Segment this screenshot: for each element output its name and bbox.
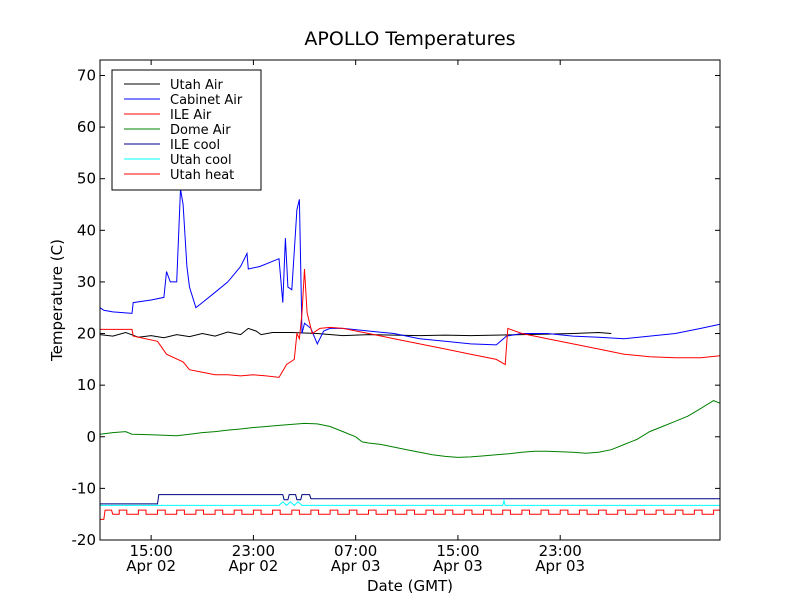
legend-label-dome-air: Dome Air: [170, 123, 231, 138]
series-line-utah-cool: [100, 498, 720, 507]
y-tick-label: 60: [77, 118, 96, 136]
series-line-ile-air: [100, 268, 721, 378]
x-tick-date-label: Apr 03: [433, 557, 483, 575]
x-tick-time-label: 15:00: [130, 542, 173, 560]
legend-box: [111, 69, 262, 191]
x-tick-date-label: Apr 02: [228, 557, 278, 575]
legend-label-utah-heat: Utah heat: [170, 168, 234, 183]
x-tick-time-label: 23:00: [232, 542, 275, 560]
y-tick-label: -10: [72, 479, 97, 497]
plot-frame: [99, 59, 721, 541]
x-tick-date-label: Apr 02: [126, 557, 176, 575]
x-tick-time-label: 07:00: [334, 542, 377, 560]
y-tick-label: 0: [86, 428, 96, 446]
x-tick-time-label: 23:00: [539, 542, 582, 560]
series-layer: [99, 188, 721, 520]
series-line-cabinet-air: [99, 188, 721, 346]
y-tick-label: 70: [77, 66, 96, 84]
legend-label-ile-cool: ILE cool: [170, 138, 220, 153]
legend-label-ile-air: ILE Air: [170, 108, 212, 123]
y-tick-label: 50: [77, 170, 96, 188]
legend-label-utah-air: Utah Air: [170, 78, 223, 93]
legend-label-utah-cool: Utah cool: [170, 153, 232, 168]
y-tick-label: 40: [77, 221, 96, 239]
x-axis-title: Date (GMT): [367, 577, 453, 595]
y-tick-label: 30: [77, 273, 96, 291]
x-tick-time-label: 15:00: [436, 542, 479, 560]
legend-label-cabinet-air: Cabinet Air: [170, 93, 243, 108]
chart-title: APOLLO Temperatures: [304, 28, 515, 50]
series-line-utah-heat: [100, 509, 721, 520]
series-line-dome-air: [99, 400, 721, 458]
y-axis-title: Temperature (C): [48, 239, 66, 362]
series-line-ile-cool: [100, 494, 720, 505]
x-tick-date-label: Apr 03: [535, 557, 585, 575]
x-tick-date-label: Apr 03: [331, 557, 381, 575]
series-line-utah-air: [99, 327, 612, 339]
y-tick-label: 20: [77, 325, 96, 343]
y-tick-label: 10: [77, 376, 96, 394]
y-tick-label: -20: [72, 531, 97, 549]
